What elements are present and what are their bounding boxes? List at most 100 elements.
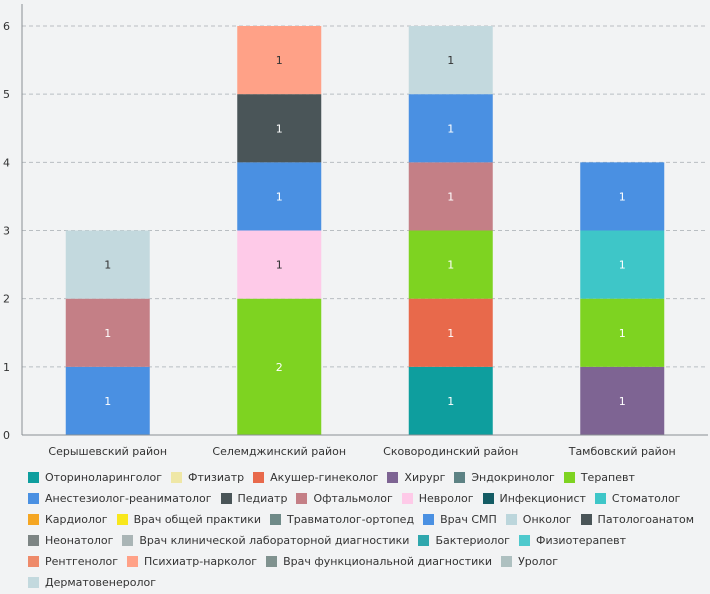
legend-item[interactable]: Фтизиатр	[171, 468, 244, 487]
legend-item[interactable]: Уролог	[501, 552, 558, 571]
y-tick-label: 5	[3, 88, 10, 101]
legend-item[interactable]: Врач функциональной диагностики	[266, 552, 492, 571]
bar-segment[interactable]	[408, 94, 493, 163]
bar-segment[interactable]	[580, 366, 665, 435]
legend-item[interactable]: Физиотерапевт	[518, 531, 626, 550]
category-label: Тамбовский район	[568, 445, 676, 458]
legend-item[interactable]: Врач клинической лабораторной диагностик…	[122, 531, 409, 550]
legend-label: Уролог	[518, 555, 559, 568]
legend-label: Анестезиолог-реаниматолог	[45, 492, 212, 505]
legend-label: Педиатр	[237, 492, 288, 505]
bar-value-label: 1	[447, 395, 454, 408]
legend-item[interactable]: Невролог	[401, 489, 474, 508]
bar-value-label: 1	[619, 395, 626, 408]
legend-item[interactable]: Анестезиолог-реаниматолог	[28, 489, 212, 508]
legend-swatch	[28, 493, 39, 504]
legend-label: Врач СМП	[440, 513, 497, 526]
bar-segment[interactable]	[408, 366, 493, 435]
bar-segment[interactable]	[580, 162, 665, 231]
legend-item[interactable]: Травматолог-ортопед	[270, 510, 414, 529]
legend-label: Стоматолог	[611, 492, 681, 505]
legend-swatch	[253, 472, 265, 483]
legend-item[interactable]: Акушер-гинеколог	[253, 468, 378, 487]
legend-swatch	[563, 472, 575, 483]
bar-value-label: 1	[447, 259, 454, 272]
legend-label: Онколог	[522, 513, 572, 526]
bar-segment[interactable]	[580, 298, 665, 367]
legend-swatch	[505, 514, 517, 525]
legend-label: Врач клинической лабораторной диагностик…	[139, 534, 410, 547]
legend-swatch	[418, 535, 430, 546]
category-label: Сковородинский район	[383, 445, 518, 458]
legend-label: Неонатолог	[45, 534, 114, 547]
bars: 1 1 1 2 1 1 1 1 1 1 1 1 1 1 1 1 1 1	[65, 26, 665, 435]
bar-segment[interactable]	[408, 230, 493, 299]
legend-swatch	[116, 514, 128, 525]
bar-value-label: 1	[447, 54, 454, 67]
category-label: Селемджинский район	[212, 445, 346, 458]
legend-item[interactable]: Онколог	[505, 510, 572, 529]
legend-item[interactable]: Неонатолог	[28, 531, 113, 550]
legend-label: Психиатр-нарколог	[144, 555, 258, 568]
y-tick-label: 4	[3, 156, 10, 169]
legend-swatch	[28, 535, 39, 546]
legend-label: Эндокринолог	[471, 471, 555, 484]
legend-label: Патологоанатом	[597, 513, 695, 526]
legend-label: Бактериолог	[435, 534, 510, 547]
legend-swatch	[220, 493, 232, 504]
legend-item[interactable]: Бактериолог	[418, 531, 510, 550]
legend-item[interactable]: Инфекционист	[482, 489, 586, 508]
legend-label: Врач общей практики	[133, 513, 262, 526]
legend-item[interactable]: Психиатр-нарколог	[127, 552, 257, 571]
bar-value-label: 1	[447, 190, 454, 203]
stacked-bar-chart: 0 1 2 3 4 5 6 1 1 1 2 1 1 1 1 1 1 1 1 1 1 1 1 1 1 Серышевский р…	[3, 4, 708, 458]
bar-segment[interactable]	[65, 230, 150, 299]
legend-item[interactable]: Эндокринолог	[454, 468, 555, 487]
bar-segment[interactable]	[408, 162, 493, 231]
legend-label: Акушер-гинеколог	[270, 471, 379, 484]
bar-segment[interactable]	[237, 230, 322, 299]
bar-segment[interactable]	[237, 298, 322, 435]
legend-swatch	[28, 514, 39, 525]
y-tick-label: 0	[3, 429, 10, 442]
legend-swatch	[266, 556, 278, 567]
legend-swatch	[28, 472, 39, 483]
bar-segment[interactable]	[237, 26, 322, 95]
legend-swatch	[171, 472, 182, 483]
legend-swatch	[423, 514, 435, 525]
legend-item[interactable]: Врач общей практики	[116, 510, 262, 529]
legend-item[interactable]: Терапевт	[563, 468, 635, 487]
legend-item[interactable]: Дерматовенеролог	[28, 573, 156, 592]
bar-value-label: 1	[276, 54, 283, 67]
bar-value-label: 1	[447, 327, 454, 340]
bar-segment[interactable]	[65, 298, 150, 367]
y-axis: 0 1 2 3 4 5 6	[3, 4, 23, 442]
bar-segment[interactable]	[237, 94, 322, 163]
legend-swatch	[28, 577, 39, 588]
legend-item[interactable]: Патологоанатом	[580, 510, 695, 529]
bar-segment[interactable]	[580, 230, 665, 299]
legend-label: Невролог	[418, 492, 474, 505]
bar-segment[interactable]	[408, 26, 493, 95]
bar-segment[interactable]	[65, 366, 150, 435]
legend-item[interactable]: Оториноларинголог	[28, 468, 162, 487]
legend-item[interactable]: Педиатр	[220, 489, 288, 508]
legend-item[interactable]: Врач СМП	[423, 510, 497, 529]
bar-value-label: 1	[276, 122, 283, 135]
legend-swatch	[387, 472, 399, 483]
legend-label: Фтизиатр	[188, 471, 245, 484]
legend-label: Дерматовенеролог	[45, 576, 156, 589]
legend-item[interactable]: Стоматолог	[594, 489, 681, 508]
legend-item[interactable]: Офтальмолог	[296, 489, 393, 508]
bar-value-label: 1	[447, 122, 454, 135]
y-tick-label: 6	[3, 20, 10, 33]
legend-item[interactable]: Кардиолог	[28, 510, 108, 529]
legend-swatch	[401, 493, 413, 504]
bar-segment[interactable]	[408, 298, 493, 367]
legend-label: Оториноларинголог	[45, 471, 162, 484]
legend-label: Хирург	[404, 471, 446, 484]
bar-segment[interactable]	[237, 162, 322, 231]
legend-swatch	[518, 535, 530, 546]
legend-item[interactable]: Рентгенолог	[28, 552, 118, 571]
legend-item[interactable]: Хирург	[387, 468, 445, 487]
